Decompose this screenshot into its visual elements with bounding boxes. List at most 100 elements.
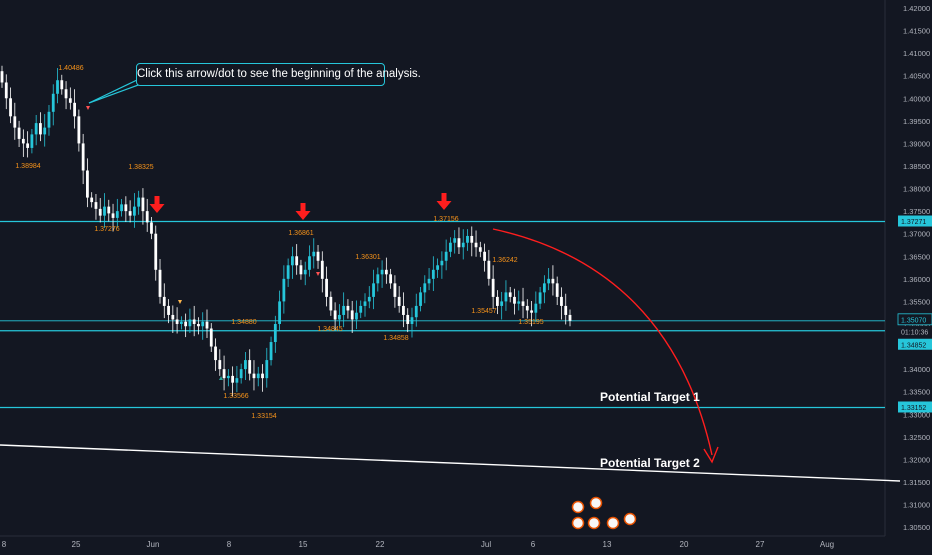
x-tick-label: 25 [72,540,81,549]
candle-body [291,256,294,266]
marker [178,300,182,304]
candle-body [312,251,316,257]
trendline [0,444,901,482]
candle-body [457,238,461,248]
candle-body [90,197,94,203]
candle-body [107,206,111,214]
swing-label: 1.33154 [251,413,276,420]
event-icon [589,496,603,510]
y-tick-label: 1.41000 [903,49,930,58]
price-tag: 1.33152 [901,405,926,412]
y-tick-label: 1.37000 [903,230,930,239]
candle-body [521,301,525,306]
candle-body [282,278,286,302]
swing-label: 1.36242 [492,257,517,264]
price-tag-box [898,401,932,413]
candle-body [9,98,12,117]
candle-body [542,283,546,293]
candle-body [346,305,350,311]
candle-body [252,373,256,379]
candle-body [47,111,51,128]
candle-body [504,292,508,302]
candle-body [81,143,85,171]
candle-body [555,283,559,297]
potential-target-1-label: Potential Target 1 [600,390,700,404]
y-tick-label: 1.31000 [903,501,930,510]
swing-label: 1.33566 [223,393,248,400]
y-tick-label: 1.30500 [903,523,930,532]
event-icon [623,512,637,526]
price-tag-box [898,325,932,337]
candle-body [564,305,568,315]
candle-body [192,319,196,324]
x-tick-label: 8 [2,540,7,549]
candle-body [239,369,243,379]
x-tick-label: Aug [820,540,834,549]
swing-label: 1.35457 [471,308,496,315]
price-tag-box [898,215,932,227]
candle-body [269,342,273,361]
candle-body [333,310,337,320]
y-tick-label: 1.39000 [903,139,930,148]
candle-body [162,296,166,306]
candle-body [209,328,213,347]
candle-body [137,197,141,207]
y-tick-label: 1.39500 [903,117,930,126]
price-tag-box [898,338,932,350]
candle-body [222,369,226,379]
x-tick-label: 8 [227,540,232,549]
y-tick-label: 1.38000 [903,185,930,194]
swing-label: 1.34845 [317,326,342,333]
price-tag: 1.37271 [901,219,926,226]
candle-body [171,314,175,320]
y-tick-label: 1.31500 [903,478,930,487]
candle-body [64,89,68,99]
event-icon [606,516,620,530]
candle-body [128,211,132,216]
candle-body [145,211,149,223]
x-tick-label: 13 [603,540,612,549]
candle-body [13,116,17,128]
candle-body [295,256,299,266]
event-icon [571,500,585,514]
swing-label: 1.34858 [383,335,408,342]
y-tick-label: 1.36000 [903,275,930,284]
marker [219,376,223,380]
candle-body [111,213,115,218]
callout-pointer [88,79,138,104]
candle-body [534,303,538,313]
candle-body [21,138,25,144]
y-tick-label: 1.32500 [903,433,930,442]
callout-pointer [88,83,142,104]
candle-body [538,292,542,304]
candle-body [17,127,21,139]
swing-label: 1.38325 [128,164,153,171]
candle-body [517,301,521,304]
candle-body [231,375,235,383]
candle-body [530,310,533,313]
candle-body [384,269,388,275]
y-tick-label: 1.35500 [903,297,930,306]
candle-body [487,260,491,279]
x-tick-label: 27 [756,540,765,549]
down-arrow [295,203,311,220]
down-arrow [436,193,452,210]
candle-body [444,251,448,261]
y-tick-label: 1.38500 [903,162,930,171]
candle-body [414,305,418,318]
candle-body [372,283,375,297]
candle-body [299,265,303,275]
y-tick-label: 1.42000 [903,4,930,13]
y-tick-label: 1.32000 [903,455,930,464]
candle-body [201,321,205,327]
analysis-callout[interactable]: Click this arrow/dot to see the beginnin… [136,63,421,86]
y-tick-label: 1.33000 [903,410,930,419]
candle-body [560,296,563,306]
candle-body [124,204,128,212]
candle-body [132,206,136,216]
candle-body [478,247,482,252]
candle-body [397,296,401,306]
projection-arrowhead [703,446,719,464]
